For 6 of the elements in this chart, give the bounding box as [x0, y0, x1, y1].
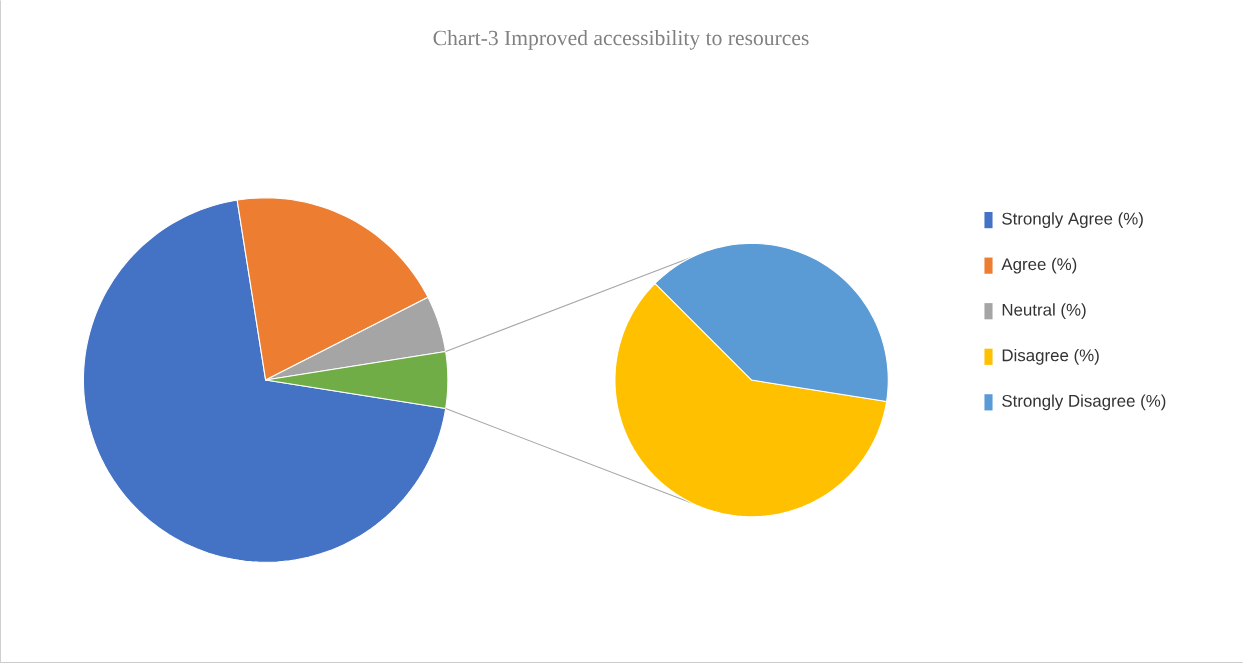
legend-label: Agree (%)	[1001, 257, 1077, 274]
legend-label: Neutral (%)	[1002, 303, 1086, 320]
legend-label: Strongly Disagree (%)	[1002, 394, 1166, 411]
legend-label: Strongly Agree (%)	[1002, 212, 1143, 228]
chart-title: Chart-3 Improved accessibility to resources	[433, 30, 809, 50]
legend-label: Disagree (%)	[1002, 348, 1099, 365]
